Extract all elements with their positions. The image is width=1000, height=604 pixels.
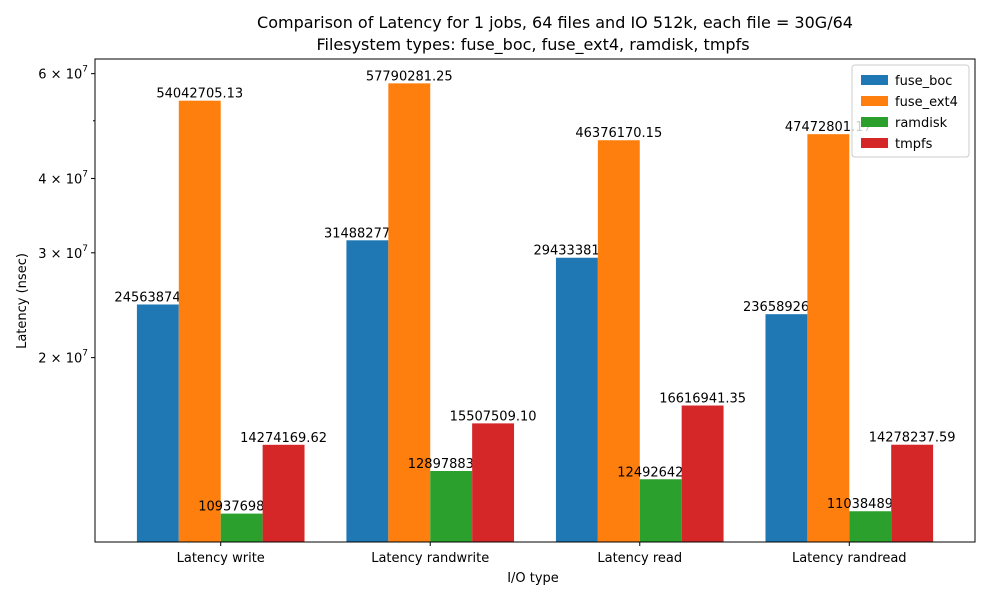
data-label-tmpfs-0: 14274169.62 xyxy=(240,431,327,446)
y-tick-base-0: 10 xyxy=(66,352,83,367)
x-tick-label-3: Latency randread xyxy=(792,551,907,566)
plot-frame xyxy=(94,58,976,543)
legend-label-fuse_ext4: fuse_ext4 xyxy=(895,95,958,110)
bar-fuse_ext4-0 xyxy=(178,100,221,542)
bar-tmpfs-2 xyxy=(681,405,724,542)
legend-label-tmpfs: tmpfs xyxy=(895,137,933,152)
y-tick-times-3: × xyxy=(47,68,66,83)
bar-fuse_boc-2 xyxy=(555,257,598,542)
bar-fuse_ext4-3 xyxy=(807,134,850,542)
plot-area: 24563874.2131488277.4929433381.712365892… xyxy=(38,65,955,566)
bar-fuse_ext4-2 xyxy=(597,140,640,543)
y-tick-base-1: 10 xyxy=(66,247,83,262)
y-tick-mantissa-2: 4 xyxy=(38,172,46,187)
y-tick-exponent-1: 7 xyxy=(82,244,88,254)
bar-fuse_boc-3 xyxy=(765,314,808,542)
legend-swatch-tmpfs xyxy=(861,138,888,148)
y-tick-times-2: × xyxy=(47,172,66,187)
bar-ramdisk-1 xyxy=(430,471,473,542)
chart-title: Comparison of Latency for 1 jobs, 64 fil… xyxy=(257,13,853,32)
x-tick-label-1: Latency randwrite xyxy=(371,551,489,566)
y-tick-label-0: 2 × 107 xyxy=(38,349,88,367)
legend-swatch-ramdisk xyxy=(861,117,888,127)
legend-box xyxy=(851,64,970,158)
bar-fuse_boc-1 xyxy=(346,240,389,543)
legend-swatch-fuse_ext4 xyxy=(861,96,888,106)
data-label-tmpfs-3: 14278237.59 xyxy=(869,431,956,446)
x-tick-label-0: Latency write xyxy=(177,551,265,566)
bar-fuse_boc-0 xyxy=(136,304,179,542)
chart-subtitle: Filesystem types: fuse_boc, fuse_ext4, r… xyxy=(316,35,749,55)
y-tick-mantissa-1: 3 xyxy=(38,247,46,262)
data-label-fuse_ext4-1: 57790281.25 xyxy=(366,69,453,84)
y-tick-times-0: × xyxy=(47,352,66,367)
bar-tmpfs-3 xyxy=(891,444,934,542)
y-tick-exponent-3: 7 xyxy=(82,65,88,75)
bar-ramdisk-2 xyxy=(639,479,682,542)
data-label-fuse_ext4-2: 46376170.15 xyxy=(575,126,662,141)
data-label-tmpfs-2: 16616941.35 xyxy=(659,392,746,407)
legend-swatch-fuse_boc xyxy=(861,75,888,85)
bar-fuse_ext4-1 xyxy=(388,83,431,542)
y-tick-mantissa-3: 6 xyxy=(38,68,46,83)
data-label-fuse_ext4-0: 54042705.13 xyxy=(156,87,243,102)
y-tick-exponent-0: 7 xyxy=(82,349,88,359)
y-tick-times-1: × xyxy=(47,247,66,262)
bar-ramdisk-0 xyxy=(220,513,263,542)
y-axis-label: Latency (nsec) xyxy=(15,253,30,349)
y-tick-base-2: 10 xyxy=(66,172,83,187)
legend-label-ramdisk: ramdisk xyxy=(895,116,948,131)
y-tick-label-3: 6 × 107 xyxy=(38,65,88,83)
y-tick-label-1: 3 × 107 xyxy=(38,244,88,262)
y-tick-label-2: 4 × 107 xyxy=(38,169,88,187)
x-tick-label-2: Latency read xyxy=(597,551,682,566)
legend-label-fuse_boc: fuse_boc xyxy=(895,74,952,89)
bar-tmpfs-1 xyxy=(472,423,515,542)
y-tick-base-3: 10 xyxy=(66,68,83,83)
x-axis-label: I/O type xyxy=(507,571,559,586)
bar-ramdisk-3 xyxy=(849,511,892,542)
data-label-tmpfs-1: 15507509.10 xyxy=(450,409,537,424)
data-label-fuse_ext4-3: 47472801.17 xyxy=(785,120,872,135)
y-tick-exponent-2: 7 xyxy=(82,169,88,179)
bar-tmpfs-0 xyxy=(262,444,305,542)
y-tick-mantissa-0: 2 xyxy=(38,352,46,367)
